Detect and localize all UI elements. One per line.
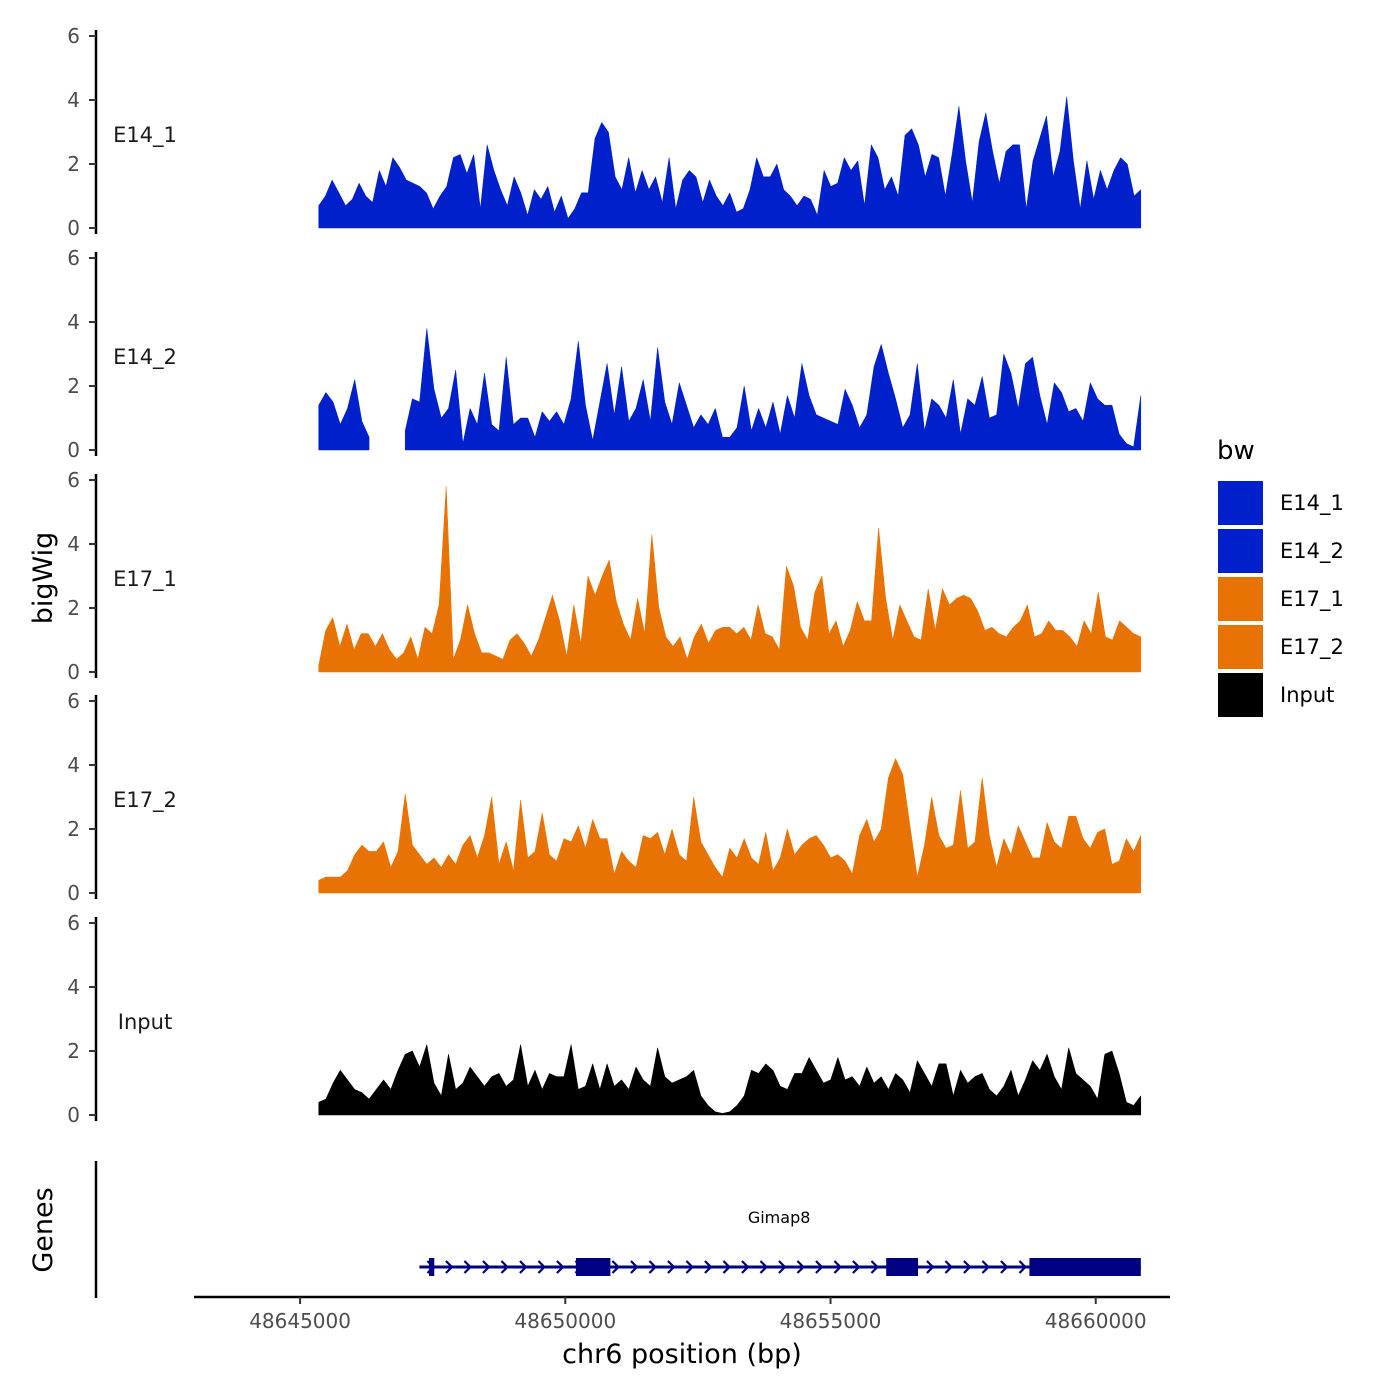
track-label-E14_1: E14_1 <box>113 123 177 148</box>
strand-arrow <box>482 1260 491 1274</box>
strand-arrow <box>537 1260 546 1274</box>
track-E17_2: 0 2 4 6 E17_2 <box>67 689 1142 905</box>
signal-area-Input <box>318 1044 1142 1116</box>
strand-arrow <box>500 1260 509 1274</box>
y-tick-label-E17_1-0: 0 <box>67 660 80 684</box>
strand-arrow <box>556 1260 565 1274</box>
y-tick-label-E17_2-4: 4 <box>67 753 80 777</box>
track-label-E17_1: E17_1 <box>113 567 177 592</box>
signal-area-E17_1 <box>318 486 1142 673</box>
gene-models: Gimap8 <box>419 1208 1141 1276</box>
legend-label-E17_1: E17_1 <box>1280 587 1344 612</box>
strand-arrow <box>463 1260 472 1274</box>
strand-arrow <box>722 1260 731 1274</box>
x-tick-label-48650000: 48650000 <box>514 1309 616 1333</box>
exon-1 <box>428 1258 435 1276</box>
y-tick-label-E14_2-4: 4 <box>67 310 80 334</box>
gene-Gimap8: Gimap8 <box>419 1208 1141 1276</box>
y-axis-title: bigWig <box>28 532 59 625</box>
y-tick-label-E17_2-0: 0 <box>67 881 80 905</box>
y-tick-label-E14_2-2: 2 <box>67 374 80 398</box>
strand-arrow <box>926 1260 935 1274</box>
legend-label-E14_2: E14_2 <box>1280 539 1344 564</box>
strand-arrow <box>778 1260 787 1274</box>
legend-key-E14_2 <box>1218 529 1263 573</box>
strand-arrow <box>944 1260 953 1274</box>
y-tick-label-Input-2: 2 <box>67 1039 80 1063</box>
strand-arrow <box>833 1260 842 1274</box>
strand-arrow <box>963 1260 972 1274</box>
strand-arrow <box>870 1260 879 1274</box>
strand-arrow <box>796 1260 805 1274</box>
track-E17_1: 0 2 4 6 E17_1 <box>67 468 1142 684</box>
legend-key-Input <box>1218 673 1263 717</box>
track-E14_1: 0 2 4 6 E14_1 <box>67 24 1142 240</box>
strand-arrow <box>741 1260 750 1274</box>
y-tick-label-Input-4: 4 <box>67 975 80 999</box>
track-Input: 0 2 4 6 Input <box>67 911 1142 1127</box>
y-tick-label-Input-0: 0 <box>67 1103 80 1127</box>
strand-arrow <box>630 1260 639 1274</box>
y-tick-label-E14_1-4: 4 <box>67 88 80 112</box>
x-tick-label-48645000: 48645000 <box>249 1309 351 1333</box>
strand-arrow <box>445 1260 454 1274</box>
y-tick-label-E17_2-2: 2 <box>67 817 80 841</box>
legend-key-E17_1 <box>1218 577 1263 621</box>
y-tick-label-E14_2-6: 6 <box>67 246 80 270</box>
legend-label-E17_2: E17_2 <box>1280 635 1344 660</box>
y-tick-label-E17_1-6: 6 <box>67 468 80 492</box>
x-tick-label-48660000: 48660000 <box>1045 1309 1147 1333</box>
y-tick-label-Input-6: 6 <box>67 911 80 935</box>
gene-label: Gimap8 <box>748 1208 811 1227</box>
legend-key-E17_2 <box>1218 625 1263 669</box>
signal-area-E14_2-1 <box>318 379 370 451</box>
gene-track-panel: Genes Gimap8 <box>28 1161 1141 1298</box>
y-tick-label-E14_1-6: 6 <box>67 24 80 48</box>
gene-track-label: Genes <box>28 1187 59 1272</box>
y-tick-label-E17_1-2: 2 <box>67 596 80 620</box>
strand-arrow <box>667 1260 676 1274</box>
track-label-E14_2: E14_2 <box>113 345 177 370</box>
strand-arrow <box>648 1260 657 1274</box>
x-axis: 48645000 48650000 48655000 48660000 <box>194 1295 1170 1333</box>
legend-title: bw <box>1217 436 1255 466</box>
exon-3 <box>886 1258 919 1276</box>
legend-key-E14_1 <box>1218 481 1263 525</box>
track-label-Input: Input <box>118 1010 172 1034</box>
y-tick-label-E14_2-0: 0 <box>67 438 80 462</box>
x-axis-title: chr6 position (bp) <box>562 1339 802 1370</box>
strand-arrow <box>704 1260 713 1274</box>
strand-arrow <box>611 1260 620 1274</box>
y-tick-label-E17_1-4: 4 <box>67 532 80 556</box>
y-tick-label-E14_1-0: 0 <box>67 216 80 240</box>
exon-2 <box>575 1258 611 1276</box>
legend-label-Input: Input <box>1280 683 1334 707</box>
legend: bw E14_1 E14_2 E17_1 E17_2 Input <box>1217 436 1344 717</box>
legend-label-E14_1: E14_1 <box>1280 491 1344 516</box>
exon-4 <box>1029 1258 1141 1276</box>
track-E14_2: 0 2 4 6 E14_2 <box>67 246 1142 462</box>
bigwig-tracks: 0 2 4 6 E14_1 0 2 4 6 E14_2 0 2 4 6 E17_1 0 2 4 6 E17_2 0 2 4 6… <box>67 24 1142 1127</box>
y-tick-label-E14_1-2: 2 <box>67 152 80 176</box>
y-tick-label-E17_2-6: 6 <box>67 689 80 713</box>
strand-arrow <box>685 1260 694 1274</box>
strand-arrow <box>852 1260 861 1274</box>
track-label-E17_2: E17_2 <box>113 788 177 813</box>
strand-arrow <box>981 1260 990 1274</box>
strand-arrow <box>519 1260 528 1274</box>
x-tick-label-48655000: 48655000 <box>780 1309 882 1333</box>
strand-arrow <box>1018 1260 1027 1274</box>
strand-arrow <box>1000 1260 1009 1274</box>
signal-area-E17_2 <box>318 757 1142 894</box>
signal-area-E14_1 <box>318 96 1142 229</box>
strand-arrow <box>759 1260 768 1274</box>
strand-arrow <box>815 1260 824 1274</box>
signal-area-E14_2-2 <box>404 328 1142 451</box>
